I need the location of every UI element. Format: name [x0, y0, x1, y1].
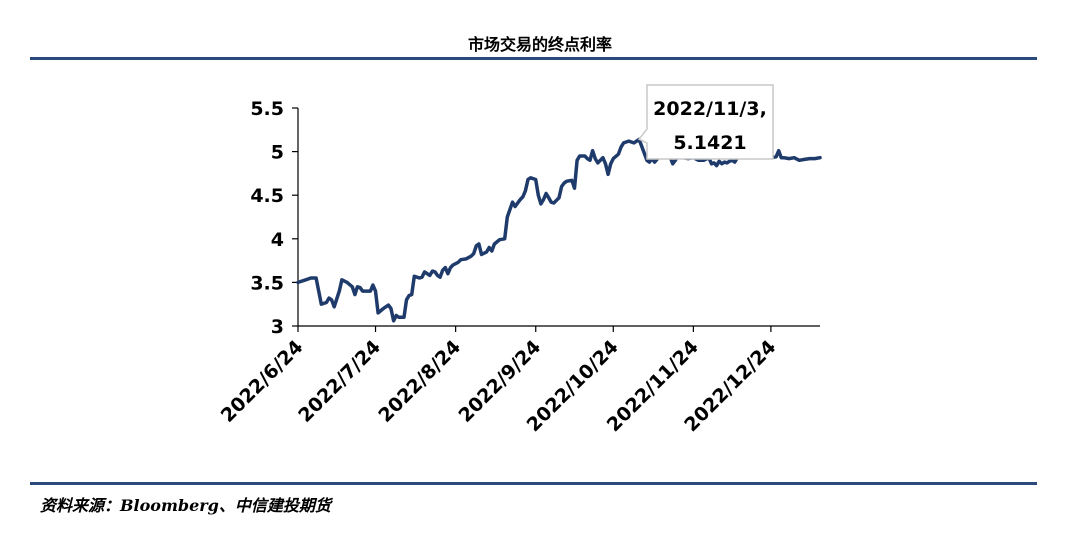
y-tick-labels: 3 3.5 4 4.5 5 5.5 [250, 98, 284, 338]
x-tick-labels: 2022/6/242022/7/242022/8/242022/9/242022… [217, 336, 781, 436]
y-tick-label: 3.5 [250, 272, 284, 294]
y-tick-label: 5 [271, 142, 284, 164]
data-callout: 2022/11/3, 5.1421 [637, 84, 774, 160]
chart-title: 市场交易的终点利率 [467, 35, 612, 54]
callout-label: 2022/11/3, [653, 98, 767, 120]
callout-label: 5.1421 [673, 132, 746, 154]
callout-box [637, 84, 774, 160]
y-tick-label: 4 [271, 229, 284, 251]
chart-axes [292, 107, 820, 332]
top-divider [30, 57, 1037, 60]
series-line [296, 137, 822, 323]
y-tick-label: 4.5 [250, 185, 284, 207]
series-layer [296, 137, 822, 323]
x-tick-label: 2022/6/24 [217, 336, 308, 427]
y-tick-label: 5.5 [250, 98, 284, 120]
y-tick-label: 3 [271, 316, 284, 338]
source-note: 资料来源：Bloomberg、中信建投期货 [40, 496, 331, 515]
bottom-divider [30, 482, 1037, 485]
x-tick-label: 2022/8/24 [374, 336, 465, 427]
x-tick-label: 2022/7/24 [294, 336, 385, 427]
